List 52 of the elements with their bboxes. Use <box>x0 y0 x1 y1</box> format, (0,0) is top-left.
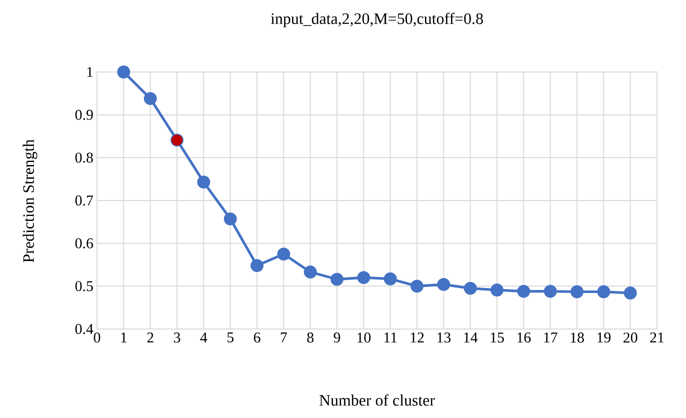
x-tick-label: 2 <box>147 332 154 342</box>
point <box>464 282 477 295</box>
point <box>250 259 264 272</box>
point <box>197 176 210 189</box>
y-tick-label: 0.6 <box>75 238 94 248</box>
x-tick-label: 19 <box>598 332 611 343</box>
x-tick-label: 7 <box>280 332 287 342</box>
x-tick-label: 10 <box>358 332 371 343</box>
point <box>490 284 504 296</box>
point <box>410 280 424 293</box>
x-tick-label: 3 <box>174 332 180 343</box>
point <box>330 272 344 286</box>
x-tick-label: 17 <box>544 332 558 342</box>
x-tick-label: 13 <box>438 332 451 343</box>
x-tick-label: 0 <box>94 332 100 343</box>
y-tick-label: 1 <box>87 67 93 77</box>
x-tick-label: 14 <box>464 332 478 342</box>
x-tick-label: 15 <box>490 332 504 343</box>
x-tick-label: 20 <box>624 332 638 343</box>
point <box>570 285 584 298</box>
x-tick-label: 11 <box>384 332 397 342</box>
point <box>544 284 557 298</box>
x-tick-label: 5 <box>227 332 234 342</box>
y-tick-label: 0.5 <box>75 281 93 292</box>
point <box>277 248 290 261</box>
x-tick-label: 9 <box>334 332 340 343</box>
point <box>384 272 397 286</box>
point <box>597 285 610 298</box>
point <box>517 284 530 298</box>
point <box>170 134 184 147</box>
x-tick-label: 4 <box>200 332 208 342</box>
point <box>304 266 317 279</box>
point <box>224 212 237 226</box>
point <box>117 66 130 78</box>
y-tick-label: 0.9 <box>75 110 93 120</box>
y-tick-label: 0.8 <box>75 152 93 163</box>
x-tick-label: 6 <box>254 332 260 343</box>
chart-title: input_data,2,20,M=50,cutoff=0.8 <box>270 12 483 28</box>
point <box>144 92 157 106</box>
point <box>357 271 370 284</box>
y-axis-title: Prediction Strength <box>22 139 38 262</box>
point <box>437 278 450 291</box>
x-tick-label: 8 <box>307 332 314 343</box>
x-axis-title: Number of cluster <box>319 394 435 406</box>
x-tick-label: 12 <box>410 332 424 342</box>
x-tick-label: 21 <box>650 332 664 342</box>
x-tick-label: 1 <box>121 332 127 342</box>
x-tick-label: 18 <box>570 332 584 343</box>
y-tick-label: 0.7 <box>75 195 94 206</box>
point <box>624 286 637 300</box>
x-tick-label: 16 <box>518 332 531 343</box>
y-tick-label: 0.4 <box>75 324 94 334</box>
